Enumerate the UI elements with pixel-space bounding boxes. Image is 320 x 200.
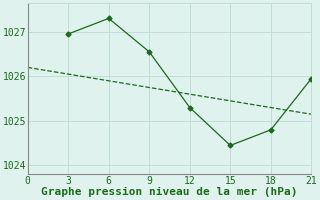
X-axis label: Graphe pression niveau de la mer (hPa): Graphe pression niveau de la mer (hPa)	[41, 187, 298, 197]
